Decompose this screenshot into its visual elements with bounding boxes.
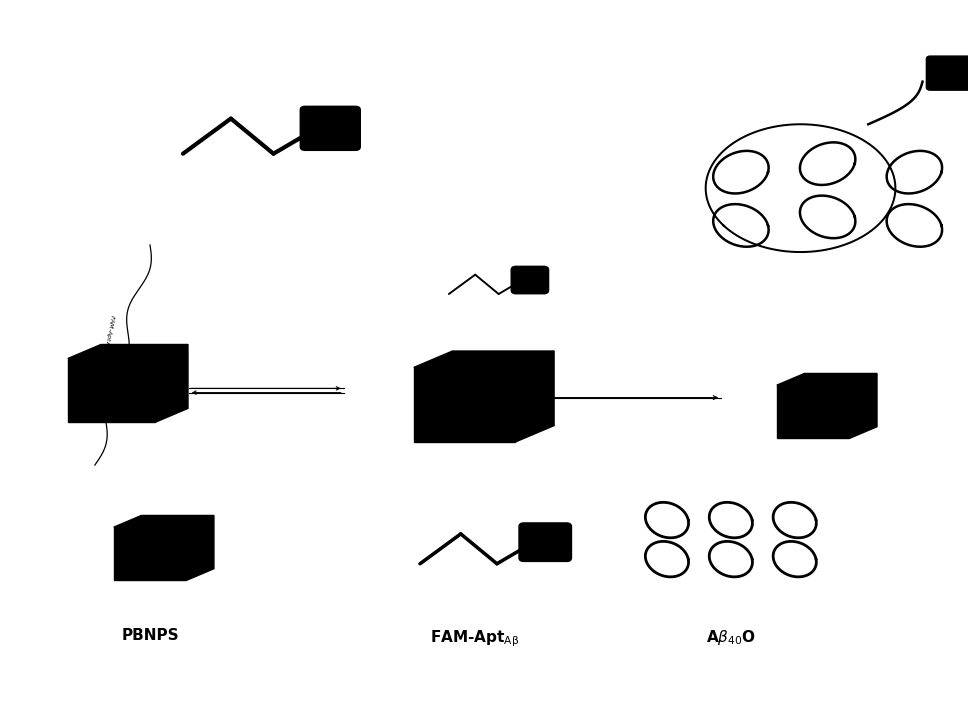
Polygon shape [414,351,554,368]
Polygon shape [850,373,877,438]
Text: PBNPS: PBNPS [121,628,179,643]
Polygon shape [114,527,186,581]
Polygon shape [68,359,155,422]
Polygon shape [515,351,554,442]
Polygon shape [186,515,214,581]
Polygon shape [776,373,877,385]
Polygon shape [776,385,850,438]
Text: FAM-Apt$_{\mathsf{A\beta}}$: FAM-Apt$_{\mathsf{A\beta}}$ [430,628,519,649]
Polygon shape [114,515,214,527]
Text: FAM-Apt$_{A\beta}$: FAM-Apt$_{A\beta}$ [100,312,116,348]
Text: A$\beta_{40}$O: A$\beta_{40}$O [706,628,756,648]
Polygon shape [155,344,188,422]
FancyBboxPatch shape [926,56,968,90]
Polygon shape [68,344,188,359]
FancyBboxPatch shape [300,106,360,151]
Polygon shape [414,368,515,442]
FancyBboxPatch shape [519,523,571,562]
FancyBboxPatch shape [511,266,549,294]
